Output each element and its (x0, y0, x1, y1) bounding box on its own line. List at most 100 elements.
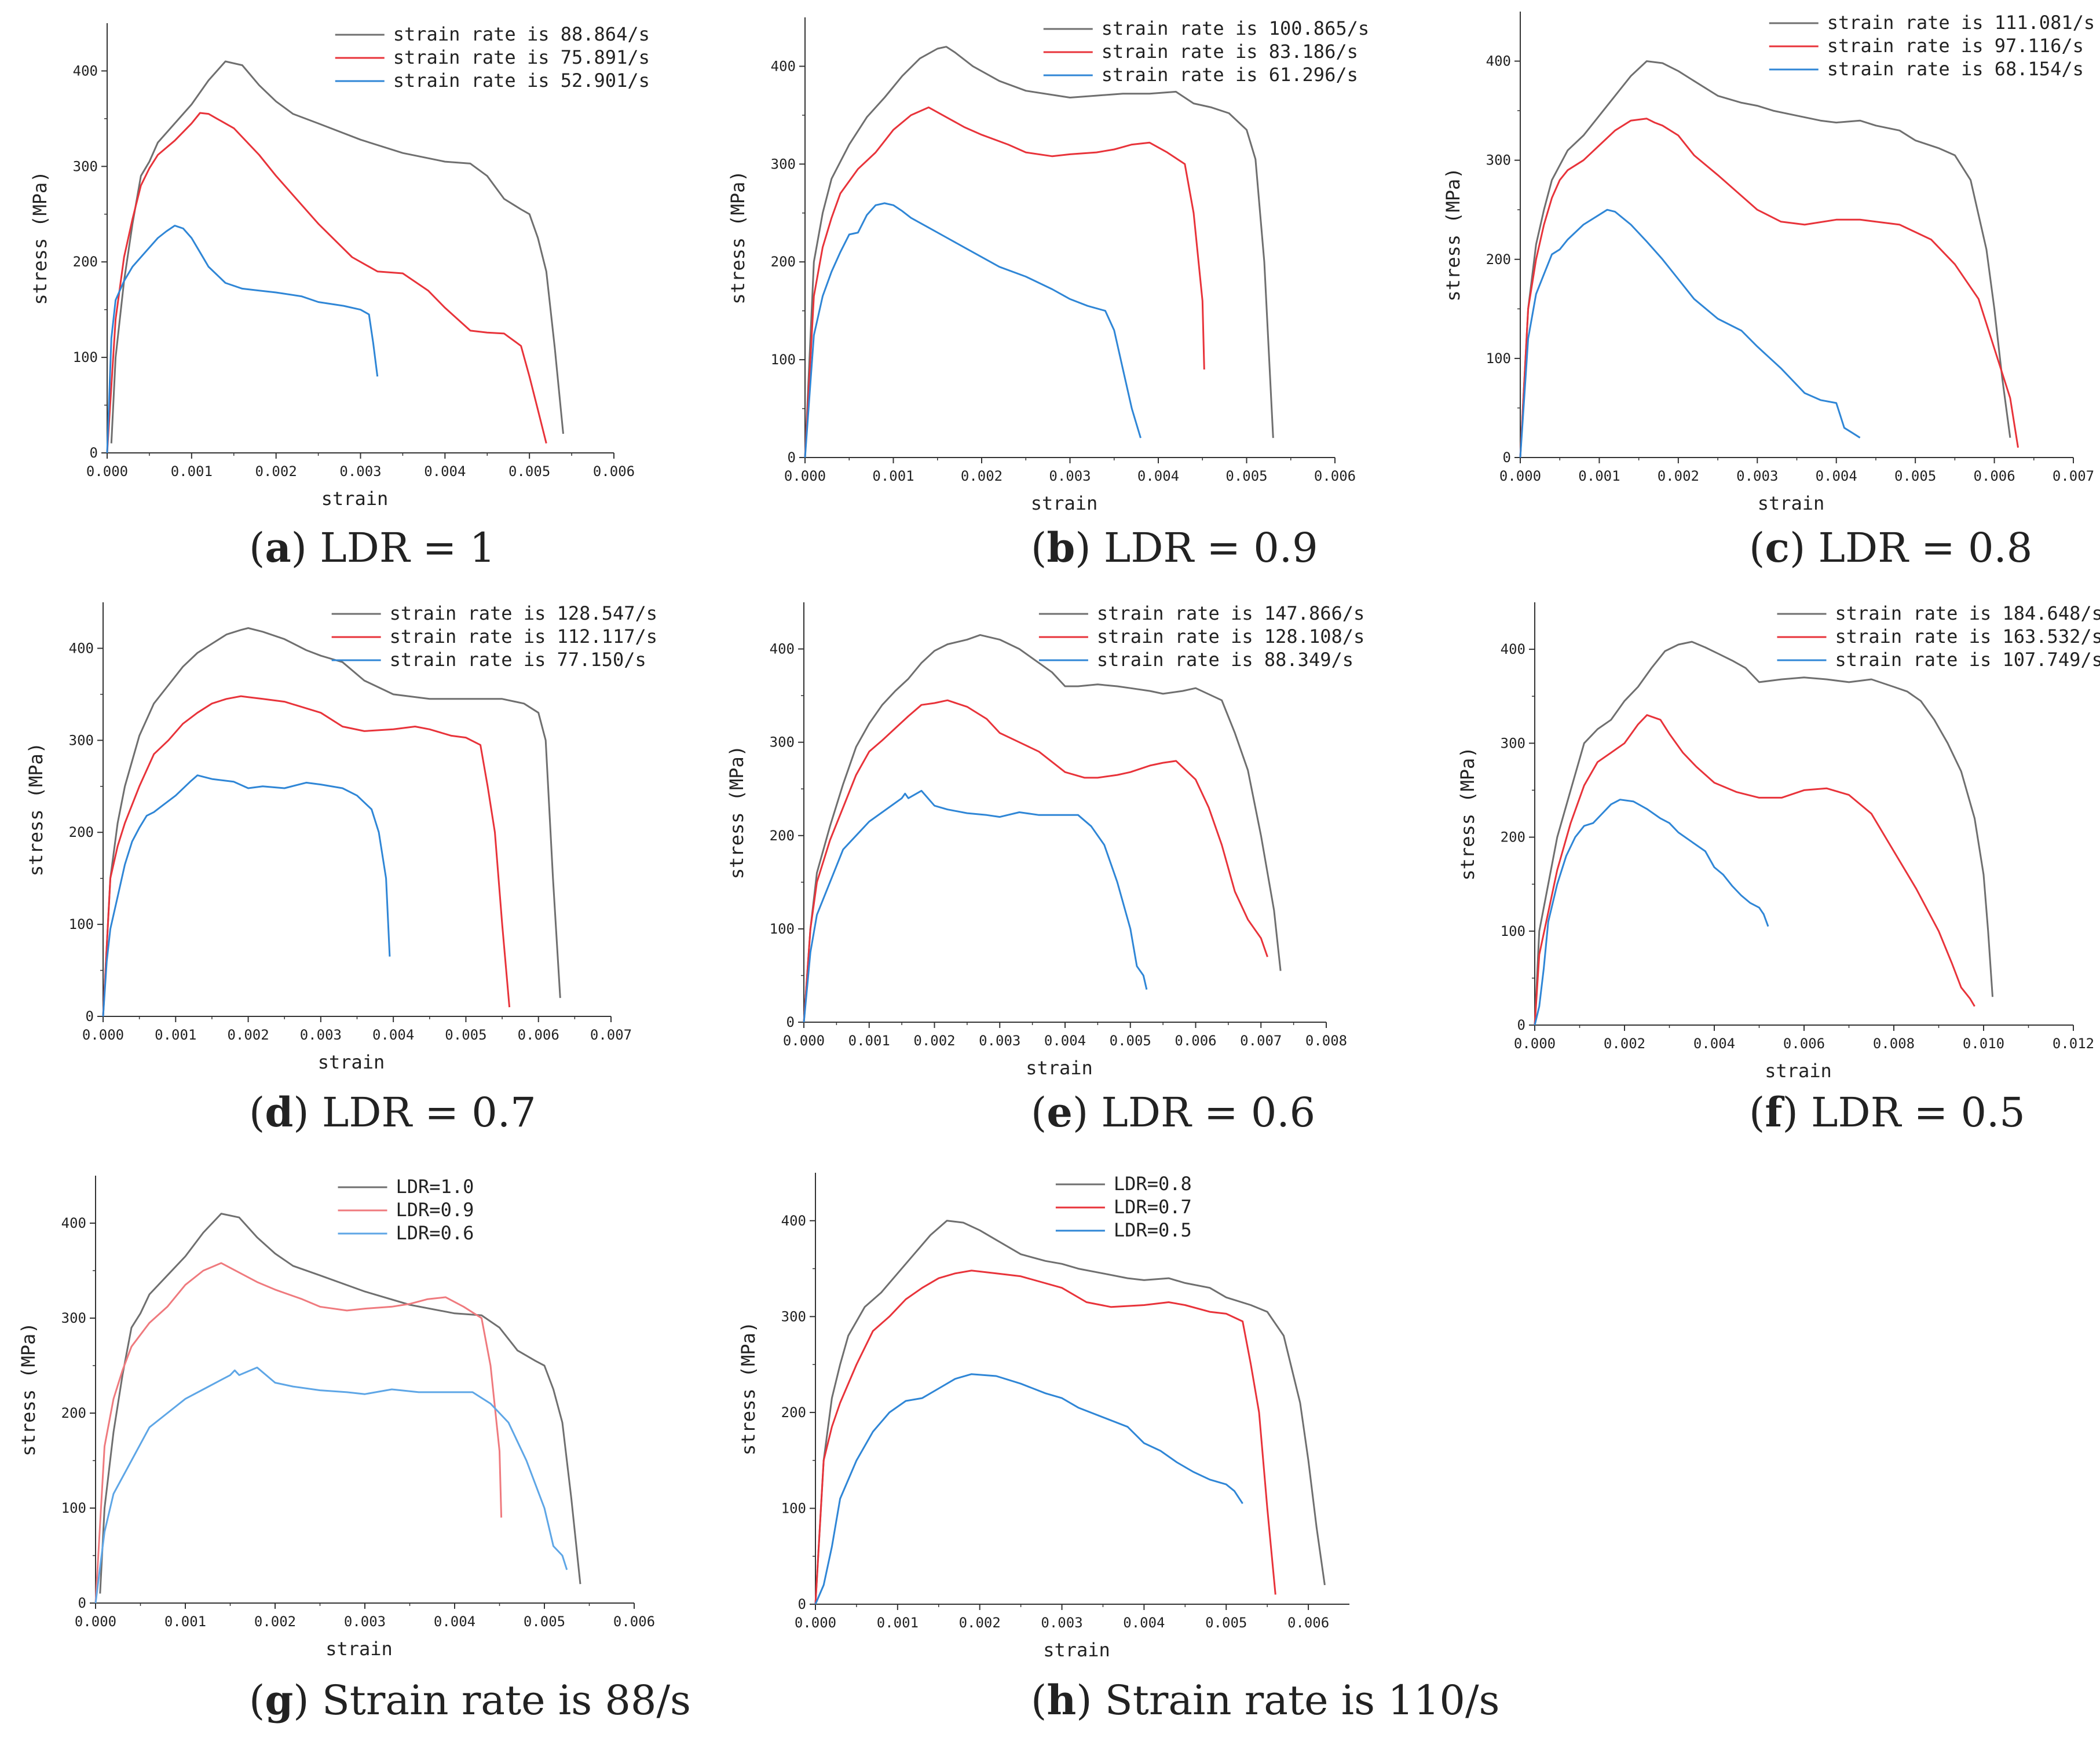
series-line-3 (1534, 799, 1769, 1026)
series-line-2 (1534, 714, 1975, 1026)
caption-text: LDR = 0.7 (322, 1089, 536, 1136)
x-axis-label: strain (1031, 492, 1098, 514)
x-tick-label: 0.007 (1240, 1033, 1282, 1049)
panel-caption: (a) LDR = 1 (249, 524, 495, 572)
x-tick-label: 0.004 (1123, 1615, 1165, 1631)
x-tick-label: 0.003 (344, 1613, 386, 1630)
y-tick-label: 200 (1501, 829, 1525, 846)
legend-label: strain rate is 52.901/s (393, 69, 650, 92)
panel-caption: (d) LDR = 0.7 (249, 1088, 536, 1136)
x-tick-label: 0.000 (86, 463, 128, 480)
series-line-2 (1519, 118, 2019, 458)
x-axis-label: strain (1758, 492, 1825, 514)
y-tick-label: 400 (73, 63, 98, 79)
y-axis-label: stress (MPa) (25, 742, 47, 876)
legend-label: strain rate is 97.116/s (1827, 35, 2084, 57)
series-line-1 (1519, 60, 2011, 458)
caption-text: LDR = 1 (320, 524, 495, 572)
x-tick-label: 0.004 (1816, 468, 1857, 484)
y-axis-label: stress (MPa) (726, 745, 748, 879)
x-tick-label: 0.003 (979, 1033, 1020, 1049)
y-tick-label: 200 (781, 1404, 806, 1421)
panel-caption: (g) Strain rate is 88/s (249, 1676, 691, 1724)
x-tick-label: 0.002 (961, 468, 1003, 484)
y-tick-label: 0 (86, 1008, 94, 1024)
y-tick-label: 400 (1486, 53, 1511, 69)
legend-label: strain rate is 88.864/s (393, 23, 650, 45)
x-tick-label: 0.004 (1137, 468, 1179, 484)
legend-label: LDR=0.7 (1114, 1196, 1192, 1218)
y-tick-label: 100 (1486, 350, 1511, 367)
caption-text: LDR = 0.8 (1819, 524, 2033, 572)
x-tick-label: 0.002 (959, 1615, 1001, 1631)
y-tick-label: 300 (781, 1308, 806, 1324)
series-line-3 (803, 789, 1148, 1023)
y-axis-label: stress (MPa) (727, 170, 749, 304)
chart-b: 0.000 0.001 0.002 0.003 0.004 0.005 0.006 0 100 2… (727, 17, 1369, 572)
x-tick-label: 0.006 (1973, 468, 2015, 484)
caption-letter: d (265, 1088, 293, 1136)
y-tick-label: 0 (1503, 449, 1511, 466)
y-tick-label: 300 (1501, 735, 1525, 751)
y-tick-label: 100 (771, 352, 796, 368)
y-tick-label: 200 (69, 824, 94, 840)
y-tick-label: 200 (770, 828, 795, 844)
chart-g: 0.000 0.001 0.002 0.003 0.004 0.005 0.006 0 100 2… (17, 1176, 691, 1724)
chart-d: 0.000 0.001 0.002 0.003 0.004 0.005 0.006 0.007… (25, 602, 657, 1136)
legend-label: strain rate is 83.186/s (1102, 41, 1358, 63)
series-line-1 (1534, 641, 1993, 1026)
legend-label: strain rate is 68.154/s (1827, 58, 2084, 80)
x-tick-label: 0.005 (1110, 1033, 1151, 1049)
x-tick-label: 0.004 (424, 463, 466, 480)
x-tick-label: 0.003 (1041, 1615, 1082, 1631)
legend-label: strain rate is 128.108/s (1097, 625, 1364, 647)
panel-caption: (b) LDR = 0.9 (1031, 524, 1318, 572)
caption-text: Strain rate is 110/s (1105, 1677, 1500, 1724)
x-tick-label: 0.005 (445, 1027, 486, 1043)
x-tick-label: 0.002 (227, 1027, 269, 1043)
x-tick-label: 0.000 (1514, 1036, 1556, 1052)
x-tick-label: 0.005 (524, 1613, 565, 1630)
legend-label: strain rate is 88.349/s (1097, 649, 1353, 671)
panel-caption: (e) LDR = 0.6 (1031, 1088, 1315, 1136)
series-line-3 (1519, 208, 1861, 458)
caption-letter: f (1765, 1088, 1784, 1136)
x-tick-label: 0.007 (590, 1027, 632, 1043)
legend-label: strain rate is 147.866/s (1097, 602, 1364, 624)
legend-label: LDR=1.0 (396, 1176, 474, 1198)
y-tick-label: 0 (788, 449, 796, 466)
caption-text: LDR = 0.9 (1104, 524, 1318, 572)
y-tick-label: 200 (1486, 251, 1511, 268)
y-tick-label: 0 (786, 1014, 795, 1030)
legend-label: strain rate is 100.865/s (1102, 17, 1369, 39)
x-axis-label: strain (318, 1051, 385, 1073)
chart-h: 0.000 0.001 0.002 0.003 0.004 0.005 0.006 0 100 2… (737, 1173, 1499, 1724)
y-tick-label: 400 (1501, 641, 1525, 657)
legend-label: strain rate is 163.532/s (1835, 625, 2100, 647)
caption-letter: g (265, 1676, 293, 1724)
y-tick-label: 200 (73, 254, 98, 270)
y-axis-label: stress (MPa) (737, 1322, 759, 1455)
caption-letter: h (1047, 1676, 1076, 1724)
y-axis-label: stress (MPa) (1457, 747, 1479, 880)
x-tick-label: 0.005 (1205, 1615, 1247, 1631)
y-axis-label: stress (MPa) (17, 1322, 39, 1456)
caption-text: Strain rate is 88/s (322, 1677, 691, 1724)
y-tick-label: 100 (69, 916, 94, 932)
y-tick-label: 200 (771, 254, 796, 270)
x-tick-label: 0.005 (1894, 468, 1936, 484)
x-tick-label: 0.005 (508, 463, 550, 480)
legend-label: strain rate is 128.547/s (390, 602, 657, 624)
x-tick-label: 0.006 (593, 463, 635, 480)
x-tick-label: 0.007 (2053, 468, 2094, 484)
x-tick-label: 0.001 (155, 1027, 196, 1043)
y-tick-label: 200 (61, 1405, 86, 1421)
series-line-2 (814, 1269, 1276, 1605)
x-tick-label: 0.008 (1305, 1033, 1347, 1049)
x-tick-label: 0.003 (300, 1027, 342, 1043)
legend-label: strain rate is 111.081/s (1827, 12, 2095, 34)
x-tick-label: 0.001 (171, 463, 213, 480)
x-tick-label: 0.005 (1225, 468, 1267, 484)
y-tick-label: 0 (90, 445, 98, 461)
